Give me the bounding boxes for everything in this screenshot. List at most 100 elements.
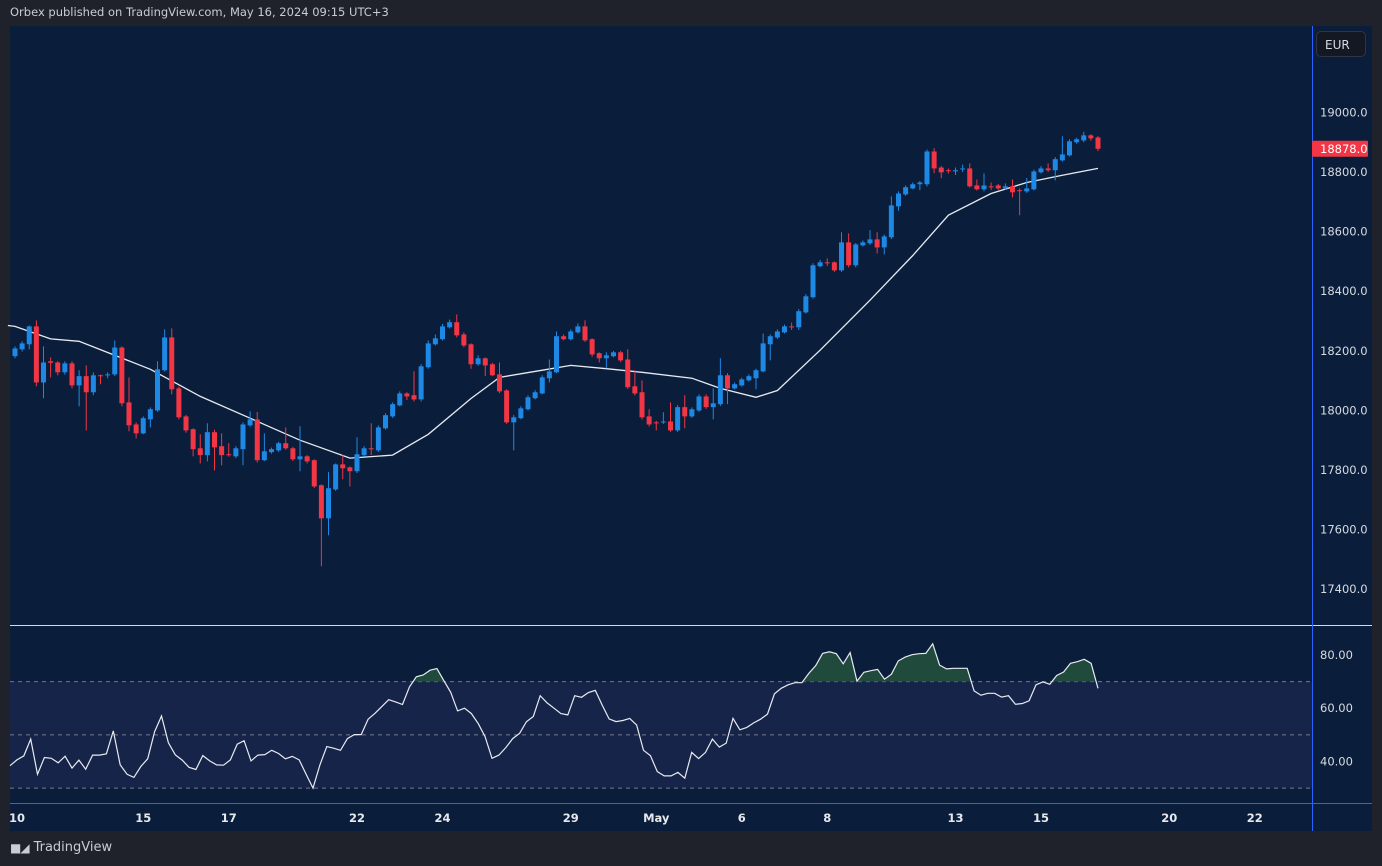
candle-body [668, 421, 673, 431]
candle [133, 422, 139, 439]
time-tick-label: May [643, 811, 670, 825]
price-tick-label: 19000.0 [1320, 105, 1368, 119]
candle [140, 416, 146, 435]
candle [810, 263, 816, 299]
candle-body [839, 242, 844, 271]
candle [432, 334, 438, 346]
candle-body [183, 416, 189, 431]
candle [668, 402, 673, 432]
candle [867, 230, 873, 246]
candle-body [1002, 186, 1008, 189]
candle-body [1017, 190, 1023, 192]
price-axis[interactable]: 19000.0 18800.0 18600.0 18400.0 18200.0 18000… [1320, 105, 1368, 596]
candle-body [1081, 135, 1087, 141]
candle [625, 349, 631, 389]
candle [368, 423, 374, 456]
price-tick-label: 17600.0 [1320, 523, 1368, 537]
candle-body [639, 392, 645, 418]
candle [440, 324, 445, 341]
candle-body [155, 369, 160, 411]
candle-body [461, 334, 467, 346]
candle [518, 406, 524, 420]
candle-body [261, 451, 267, 461]
candle-body [518, 408, 524, 419]
candle [197, 434, 203, 464]
candle [475, 355, 481, 366]
candle-body [162, 337, 168, 371]
candle [1052, 157, 1058, 181]
candle [1074, 137, 1080, 144]
candle [55, 361, 61, 376]
candle-body [1010, 186, 1015, 193]
candle [1038, 166, 1044, 174]
candle-body [732, 384, 738, 389]
time-axis[interactable]: 10 15 17 22 24 29 May 6 8 13 15 20 22 [9, 811, 1263, 825]
candle-body [625, 359, 631, 388]
candle-body [247, 419, 253, 426]
time-tick-label: 13 [947, 811, 963, 825]
rsi-line [9, 642, 1099, 790]
candle [461, 332, 467, 348]
candle [974, 179, 980, 191]
candle-body [981, 185, 987, 190]
candle-body [76, 376, 82, 386]
candle [846, 233, 852, 268]
price-tick-label: 18400.0 [1320, 284, 1368, 298]
candle-body [48, 361, 54, 363]
candle-body [938, 167, 944, 173]
candle [333, 463, 339, 491]
candle-body [917, 182, 923, 185]
candle-body [675, 407, 681, 431]
candle-body [632, 386, 638, 394]
candle-body [432, 338, 438, 345]
rsi-overbought-fill [413, 643, 1097, 682]
candle-body [147, 409, 153, 420]
candle-body [511, 417, 517, 423]
candle-body [646, 416, 652, 425]
candle [660, 412, 666, 424]
candle-body [489, 364, 495, 376]
candle-body [240, 424, 246, 450]
moving-average-layer [7, 167, 1099, 459]
candle-body [960, 168, 966, 170]
candle-body [311, 460, 317, 487]
candle [468, 343, 474, 369]
candle-body [789, 326, 795, 328]
candle [212, 429, 217, 471]
candle [126, 377, 132, 432]
candle-body [803, 296, 809, 313]
candle [532, 390, 538, 400]
currency-button[interactable]: EUR [1316, 31, 1366, 57]
candle [1045, 163, 1051, 173]
candle [418, 364, 424, 402]
candle-body [197, 448, 203, 456]
candle-body [988, 186, 994, 188]
candle-body [468, 344, 474, 365]
candle [1010, 179, 1015, 198]
candle-body [753, 370, 759, 379]
last-price-label: 18878.0 [1312, 140, 1368, 157]
candle [219, 433, 225, 466]
candle [240, 422, 246, 466]
candle [48, 357, 54, 378]
candles-layer [12, 131, 1101, 567]
candle-body [411, 395, 417, 400]
candle-body [226, 454, 232, 456]
footer: ■◢ TradingView [10, 840, 112, 855]
candle [1081, 131, 1087, 143]
candle-body [945, 170, 951, 172]
candle-body [326, 488, 331, 519]
candle [803, 294, 809, 314]
candle [632, 370, 638, 396]
candle-body [1031, 171, 1037, 190]
candle [596, 352, 602, 363]
candle-body [774, 331, 780, 338]
rsi-axis[interactable]: 80.00 60.00 40.00 [1320, 648, 1353, 768]
time-tick-label: 17 [221, 811, 237, 825]
candle-body [554, 336, 559, 373]
candle-body [896, 193, 901, 207]
candle-body [953, 170, 958, 172]
candle [454, 314, 460, 338]
candle-body [254, 419, 260, 461]
